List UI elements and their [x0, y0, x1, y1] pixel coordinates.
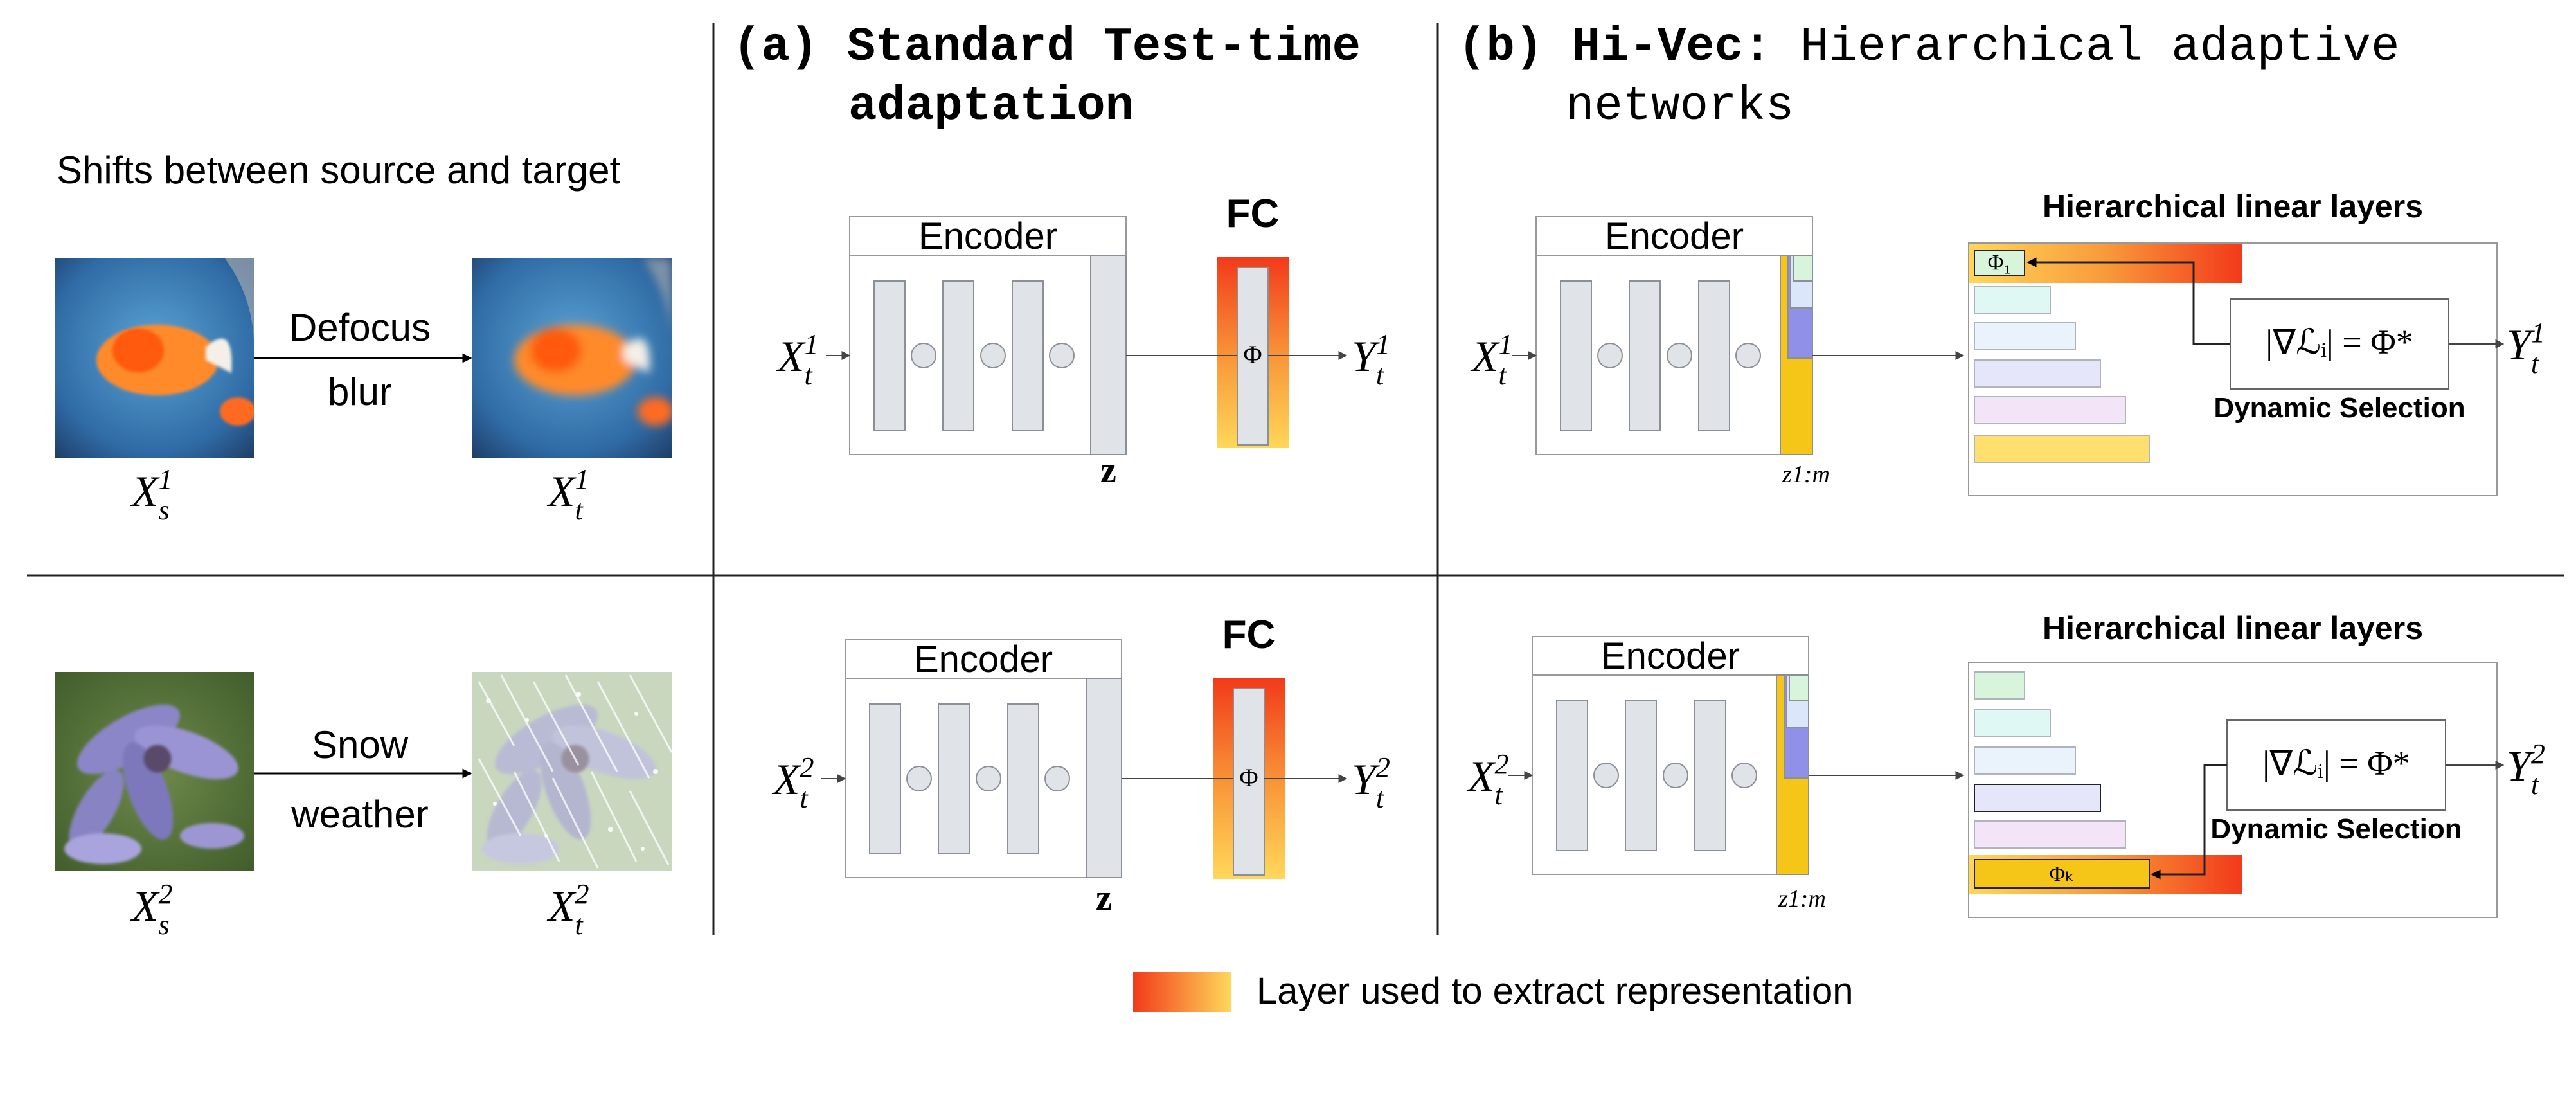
hier-label-b1: Hierarchical linear layers: [2042, 188, 2424, 224]
encoder-label-a2: Encoder: [913, 638, 1053, 680]
hier-layer-3-b2: [1974, 746, 2076, 775]
encoder-block-a1: [849, 216, 1127, 455]
shift-label-1-line2: blur: [327, 370, 393, 413]
shift-label-2: Snow weather: [276, 710, 443, 849]
hier-layer-5-b1: [1974, 396, 2126, 424]
selected-layer-label-b1: Φ₁: [1987, 251, 2012, 275]
hier-layer-2-b2: [1974, 709, 2051, 737]
panel-b-title: (b) Hi-Vec: Hierarchical adaptive networ…: [1458, 18, 2400, 136]
shift-label-2-line1: Snow: [311, 723, 409, 766]
shift-label-1: Defocus blur: [276, 296, 443, 424]
hier-layer-4-b2: [1974, 784, 2101, 812]
dynamic-selection-label-b1: Dynamic Selection: [2214, 392, 2465, 424]
z-label-b1: z1:m: [1782, 461, 1830, 488]
fc-label-a1: FC: [1226, 192, 1280, 236]
z-label-b2: z1:m: [1778, 885, 1826, 912]
phi-a1: Φ: [1243, 340, 1262, 369]
hier-layer-6-b2: [1974, 859, 2150, 889]
hier-layer-1-b2: [1974, 671, 2025, 700]
panel-b-title-line2: networks: [1566, 80, 1794, 134]
hier-layer-1-b1: [1974, 250, 2025, 276]
selection-eq-b2: |∇ℒᵢ| = Φ*: [2262, 744, 2410, 782]
flower-image: [55, 672, 254, 871]
shift-label-2-line2: weather: [291, 793, 429, 836]
hier-layer-2-b1: [1974, 286, 2051, 314]
goldfish-image: [55, 258, 254, 458]
panel-a-title: (a) Standard Test-time adaptation: [733, 18, 1361, 136]
dynamic-selection-box-b2: [2226, 719, 2446, 811]
z-label-a1: z: [1100, 451, 1116, 491]
encoder-label-b1: Encoder: [1604, 215, 1744, 257]
fc-label-a2: FC: [1222, 613, 1276, 657]
left-panel-header: Shifts between source and target: [57, 149, 621, 192]
hier-layer-4-b1: [1974, 359, 2101, 388]
snowy-flower-image: [472, 672, 672, 871]
encoder-label-b2: Encoder: [1600, 635, 1740, 677]
shift-label-1-line1: Defocus: [289, 306, 431, 349]
legend-swatch: [1133, 972, 1231, 1012]
panel-a-title-line1: Standard Test-time: [846, 21, 1361, 75]
panel-b-label: (b): [1458, 21, 1544, 75]
hierarchical-embedding-b1: [1780, 255, 1813, 455]
panel-a-label: (a): [733, 21, 819, 75]
phi-a2: Φ: [1239, 763, 1258, 792]
encoder-label-a1: Encoder: [918, 215, 1058, 257]
hier-layer-6-b1: [1974, 435, 2150, 463]
legend-text: Layer used to extract representation: [1257, 970, 1854, 1012]
encoder-block-b1: [1535, 216, 1813, 455]
panel-b-title-bold: Hi-Vec:: [1571, 21, 1772, 75]
hierarchical-embedding-b2: [1776, 674, 1809, 875]
hier-label-b2: Hierarchical linear layers: [2042, 610, 2424, 646]
panel-b-title-rest: Hierarchical adaptive: [1800, 21, 2400, 75]
z-label-a2: z: [1096, 878, 1112, 918]
selection-arrow-b1: [2026, 257, 2230, 345]
blurred-goldfish-image: [472, 258, 672, 458]
panel-a-title-line2: adaptation: [848, 80, 1134, 134]
encoder-block-b2: [1532, 636, 1809, 875]
selected-layer-label-b2: Φₖ: [2049, 862, 2075, 886]
hier-layer-5-b2: [1974, 820, 2126, 849]
selection-arrow-b2: [2151, 764, 2227, 880]
selection-eq-b1: |∇ℒᵢ| = Φ*: [2266, 323, 2413, 361]
hier-layer-3-b1: [1974, 322, 2076, 350]
encoder-block-a2: [845, 639, 1122, 878]
dynamic-selection-label-b2: Dynamic Selection: [2210, 813, 2462, 845]
